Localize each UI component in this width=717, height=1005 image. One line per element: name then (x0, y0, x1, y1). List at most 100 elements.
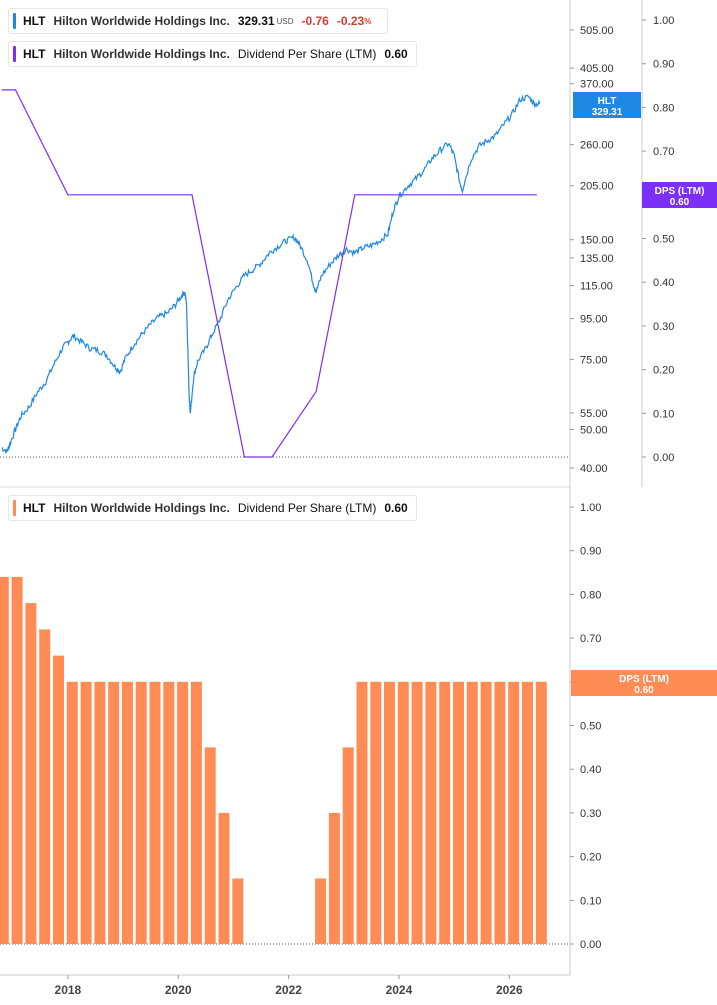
dps-bottom-badge-value: 0.60 (634, 685, 654, 696)
dps-bar-11 (149, 681, 161, 944)
dps-series-line (1, 89, 537, 458)
price-line-layer (1, 94, 541, 454)
dps-bottom-tick-label-7: 0.30 (580, 808, 601, 820)
legend-price-value: 329.31 (237, 14, 275, 28)
dps-bottom-tick-label-2: 0.80 (580, 589, 601, 601)
dps-top-tick-label-10: 0.00 (653, 452, 674, 464)
dps-bottom-tick-label-8: 0.20 (580, 852, 601, 864)
price-tick-label-3: 260.00 (580, 140, 614, 152)
legend-price-pct-sign: % (364, 16, 372, 26)
legend-dps-bottom-value: 0.60 (384, 501, 408, 515)
dps-bar-25 (342, 747, 354, 944)
axes-layer: 505.00 405.00 370.00 260.00 205.00 150.00 135.… (55, 15, 675, 997)
dps-bar-9 (121, 681, 133, 944)
price-tick-label-4: 205.00 (580, 181, 614, 193)
legend-dps-top-ticker: HLT (23, 47, 46, 61)
legend-dps-bottom-metric: Dividend Per Share (LTM) (237, 501, 377, 515)
legend-price[interactable]: HLT Hilton Worldwide Holdings Inc. 329.3… (8, 8, 389, 34)
dps-bar-38 (522, 681, 533, 944)
dps-top-tick-label-0: 1.00 (653, 15, 674, 27)
dps-bar-10 (135, 681, 147, 944)
legend-price-change-pct: -0.23 (336, 14, 365, 28)
price-badge-bg (573, 92, 641, 118)
dps-bar-7 (94, 681, 106, 944)
dps-bar-8 (108, 681, 120, 944)
dps-bottom-tick-label-3: 0.70 (580, 633, 601, 645)
x-tick-label-1: 2020 (165, 983, 192, 997)
dps-bar-28 (384, 681, 395, 944)
price-series-line (1, 94, 541, 454)
dps-top-tick-label-8: 0.20 (653, 365, 674, 377)
x-tick-label-3: 2024 (386, 983, 413, 997)
price-tick-label-1: 405.00 (580, 63, 614, 75)
dps-bar-26 (356, 681, 368, 944)
dps-bar-6 (80, 681, 92, 944)
price-tick-label-6: 135.00 (580, 253, 614, 265)
dps-top-tick-label-6: 0.40 (653, 277, 674, 289)
price-badge-label: HLT (598, 96, 617, 107)
dps-top-tick-label-9: 0.10 (653, 408, 674, 420)
legend-dps-bottom-swatch (13, 500, 16, 516)
legend-dps-bottom[interactable]: HLT Hilton Worldwide Holdings Inc. Divid… (8, 495, 417, 521)
dps-bar-5 (66, 681, 78, 944)
dps-bottom-tick-label-0: 1.00 (580, 502, 601, 514)
dps-top-tick-label-3: 0.70 (653, 146, 674, 158)
dps-bar-13 (177, 681, 189, 944)
price-tick-label-2: 370.00 (580, 79, 614, 91)
dps-top-badge-bg (642, 182, 717, 208)
dps-bar-32 (439, 681, 451, 944)
dps-bar-0 (0, 576, 9, 944)
dps-bar-33 (453, 681, 464, 944)
legend-price-swatch (13, 13, 16, 29)
x-tick-label-4: 2026 (496, 983, 523, 997)
dps-top-tick-label-1: 0.90 (653, 59, 674, 71)
dps-bars-layer (0, 576, 547, 944)
dps-bottom-tick-label-1: 0.90 (580, 546, 601, 558)
price-badge-value: 329.31 (592, 107, 623, 118)
dps-bar-30 (411, 681, 423, 944)
legend-dps-top[interactable]: HLT Hilton Worldwide Holdings Inc. Divid… (8, 41, 417, 67)
price-tick-label-10: 55.00 (580, 408, 608, 420)
dps-bottom-tick-label-6: 0.40 (580, 764, 601, 776)
price-tick-label-0: 505.00 (580, 25, 614, 37)
dps-bar-23 (315, 878, 327, 944)
legend-price-change: -0.76 (301, 14, 329, 28)
dps-bar-17 (232, 878, 244, 944)
price-tick-label-5: 150.00 (580, 235, 614, 247)
dps-top-tick-label-2: 0.80 (653, 102, 674, 114)
dps-bottom-tick-label-10: 0.00 (580, 939, 601, 951)
legend-price-currency: USD (276, 16, 294, 26)
dps-bar-29 (397, 681, 409, 944)
dps-bar-15 (204, 747, 216, 944)
dps-bar-35 (480, 681, 492, 944)
dps-bar-3 (39, 629, 51, 944)
dps-bar-2 (25, 603, 37, 944)
legend-dps-top-company: Hilton Worldwide Holdings Inc. (53, 47, 230, 61)
dps-bar-37 (508, 681, 520, 944)
dps-bottom-badge-label: DPS (LTM) (619, 674, 669, 685)
dps-bottom-tick-label-9: 0.10 (580, 895, 601, 907)
dps-bar-14 (190, 681, 202, 944)
dps-top-badge-value: 0.60 (670, 197, 690, 208)
dps-bar-27 (370, 681, 382, 944)
dps-bar-36 (494, 681, 506, 944)
dps-bar-16 (218, 812, 230, 944)
legend-dps-bottom-company: Hilton Worldwide Holdings Inc. (53, 501, 230, 515)
legend-price-company: Hilton Worldwide Holdings Inc. (53, 14, 230, 28)
legend-dps-top-swatch (13, 46, 16, 62)
price-tick-label-9: 75.00 (580, 354, 608, 366)
legend-price-ticker: HLT (23, 14, 46, 28)
legend-dps-bottom-ticker: HLT (23, 501, 46, 515)
dps-bar-34 (466, 681, 478, 944)
legend-dps-top-metric: Dividend Per Share (LTM) (237, 47, 377, 61)
dps-top-badge-label: DPS (LTM) (655, 186, 705, 197)
price-tick-label-12: 40.00 (580, 463, 608, 475)
dps-bar-31 (425, 681, 437, 944)
dps-bottom-tick-label-5: 0.50 (580, 721, 601, 733)
legend-dps-top-value: 0.60 (384, 47, 408, 61)
dps-bar-4 (53, 655, 64, 944)
dps-top-tick-label-7: 0.30 (653, 321, 674, 333)
x-tick-label-0: 2018 (55, 983, 82, 997)
